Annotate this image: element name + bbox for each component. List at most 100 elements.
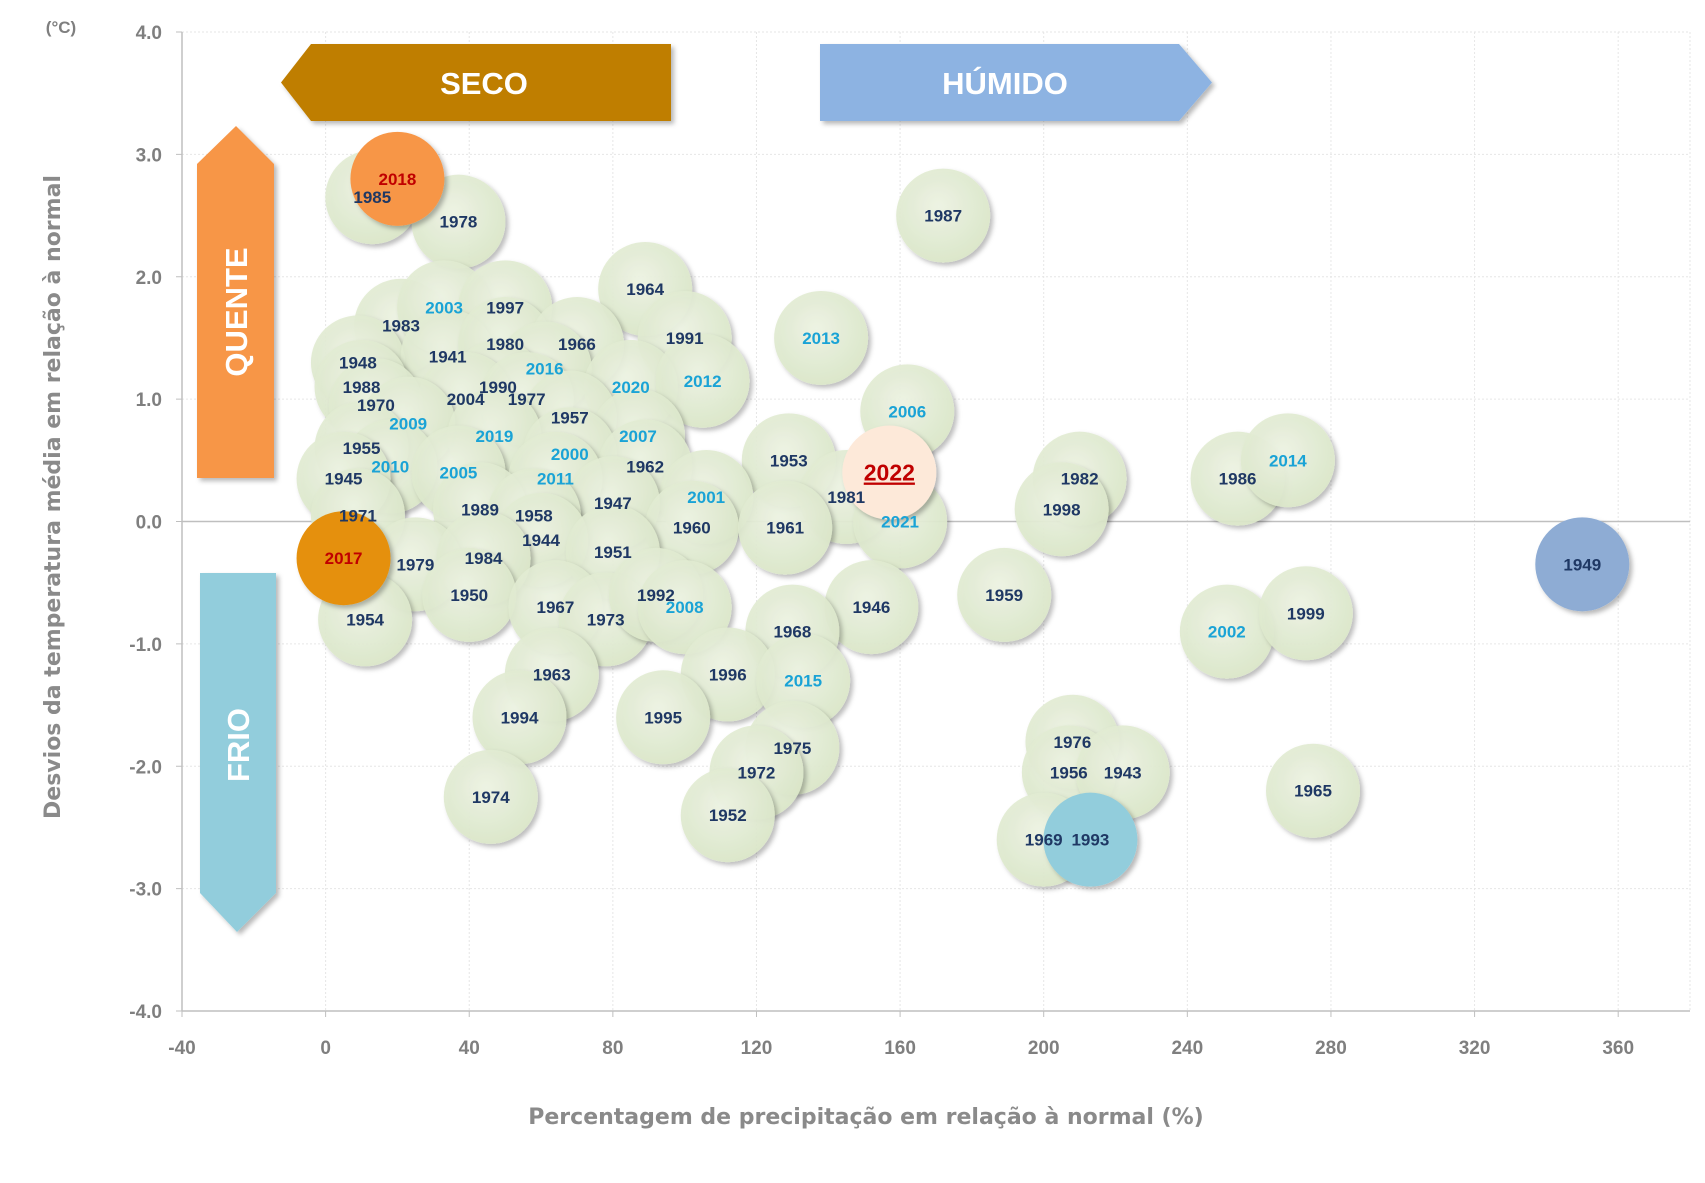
bubble-label-1968: 1968 [773,623,811,642]
bubble-circle [1014,462,1109,557]
x-tick-label: 320 [1459,1038,1491,1059]
x-tick-label: 280 [1315,1038,1347,1059]
hot-label: QUENTE [219,247,254,376]
cold-arrow: FRIO [200,573,276,932]
bubble-label-1966: 1966 [558,335,596,354]
y-axis-title: Desvios da temperatura média em relação … [41,175,66,819]
bubble-label-1944: 1944 [522,531,560,550]
bubble-circle [350,131,445,226]
bubble-label-1941: 1941 [429,347,467,366]
bubble-label-1990: 1990 [479,378,517,397]
x-tick-label: 360 [1602,1038,1634,1059]
bubble-circle [1240,413,1335,508]
bubble-1998 [1014,462,1109,557]
bubble-circle [637,560,732,655]
bubble-label-1946: 1946 [852,598,890,617]
bubble-label-2014: 2014 [1269,451,1307,470]
bubble-1965 [1266,743,1360,838]
bubble-label-2004: 2004 [447,390,485,409]
bubble-label-1978: 1978 [440,213,478,232]
y-tick-label: 2.0 [136,268,162,289]
bubble-label-2007: 2007 [619,427,657,446]
bubble-label-1943: 1943 [1104,763,1142,782]
bubble-label-2012: 2012 [684,372,722,391]
bubble-label-1948: 1948 [339,353,377,372]
y-axis-unit: (°C) [46,18,76,37]
bubble-label-2001: 2001 [687,488,725,507]
bubble-label-2017: 2017 [325,549,363,568]
bubble-label-2010: 2010 [371,457,409,476]
x-axis-ticks: -40 0 40 80 120 160 200 240 280 320 360 [168,1011,1634,1059]
bubble-1950 [422,547,517,642]
bubble-label-2021: 2021 [881,513,919,532]
bubble-2012 [655,333,750,428]
bubble-circle [616,670,711,765]
bubble-label-1972: 1972 [738,763,776,782]
y-tick-label: -4.0 [129,1002,162,1023]
bubble-label-2009: 2009 [389,415,427,434]
bubble-label-2016: 2016 [526,360,564,379]
bubble-1987 [896,168,991,263]
bubble-2013 [774,290,869,385]
bubble-circle [655,333,750,428]
bubble-label-1986: 1986 [1219,470,1257,489]
bubble-label-1956: 1956 [1050,763,1088,782]
x-tick-label: 80 [602,1038,623,1059]
bubble-label-2006: 2006 [888,402,926,421]
bubble-circle [774,290,869,385]
bubble-circle [842,425,937,520]
bubble-1949 [1535,517,1630,612]
bubble-circle [472,670,567,765]
bubble-circle [738,480,833,575]
bubble-label-1980: 1980 [486,335,524,354]
bubble-2017 [296,511,391,606]
bubble-circle [957,547,1052,642]
bubble-label-2022: 2022 [864,460,915,486]
bubble-label-2008: 2008 [666,598,704,617]
y-tick-label: 3.0 [136,145,162,166]
bubble-label-1971: 1971 [339,506,377,525]
bubble-1946 [824,560,919,655]
bubble-label-1981: 1981 [827,488,865,507]
bubble-label-1996: 1996 [709,665,747,684]
bubble-label-1947: 1947 [594,494,632,513]
bubble-label-1949: 1949 [1563,555,1601,574]
x-tick-label: 120 [741,1038,773,1059]
bubble-1961 [738,480,833,575]
bubble-label-1977: 1977 [508,390,546,409]
bubble-label-1983: 1983 [382,317,420,336]
bubble-label-1982: 1982 [1061,470,1099,489]
bubble-1952 [680,768,775,863]
bubble-label-1992: 1992 [637,586,675,605]
bubble-1959 [957,547,1052,642]
bubble-label-1959: 1959 [985,586,1023,605]
bubble-label-1960: 1960 [673,519,711,538]
bubble-label-1969: 1969 [1025,831,1063,850]
bubble-label-1967: 1967 [536,598,574,617]
bubble-label-1957: 1957 [551,408,589,427]
bubble-label-1973: 1973 [587,610,625,629]
bubble-2022 [842,425,937,520]
bubble-label-2011: 2011 [537,470,574,489]
bubble-label-1985: 1985 [353,188,391,207]
bubble-label-1987: 1987 [924,207,962,226]
y-tick-label: 4.0 [136,23,162,44]
bubble-label-1961: 1961 [766,519,804,538]
y-tick-label: 0.0 [136,513,162,534]
bubble-circle [896,168,991,263]
bubble-2002 [1179,584,1274,679]
y-axis-ticks: 4.0 3.0 2.0 1.0 0.0 -1.0 -2.0 -3.0 -4.0 [129,23,182,1023]
bubble-circle [1258,566,1353,661]
bubble-1999 [1258,566,1353,661]
bubble-2018 [350,131,445,226]
bubble-label-1955: 1955 [343,439,381,458]
x-tick-label: -40 [168,1038,195,1059]
bubble-label-1951: 1951 [594,543,632,562]
bubble-circle [1179,584,1274,679]
bubble-circle [1535,517,1630,612]
y-tick-label: -2.0 [129,757,162,778]
x-tick-label: 240 [1171,1038,1203,1059]
x-tick-label: 160 [884,1038,916,1059]
bubble-label-1984: 1984 [465,549,503,568]
bubble-label-1991: 1991 [666,329,704,348]
